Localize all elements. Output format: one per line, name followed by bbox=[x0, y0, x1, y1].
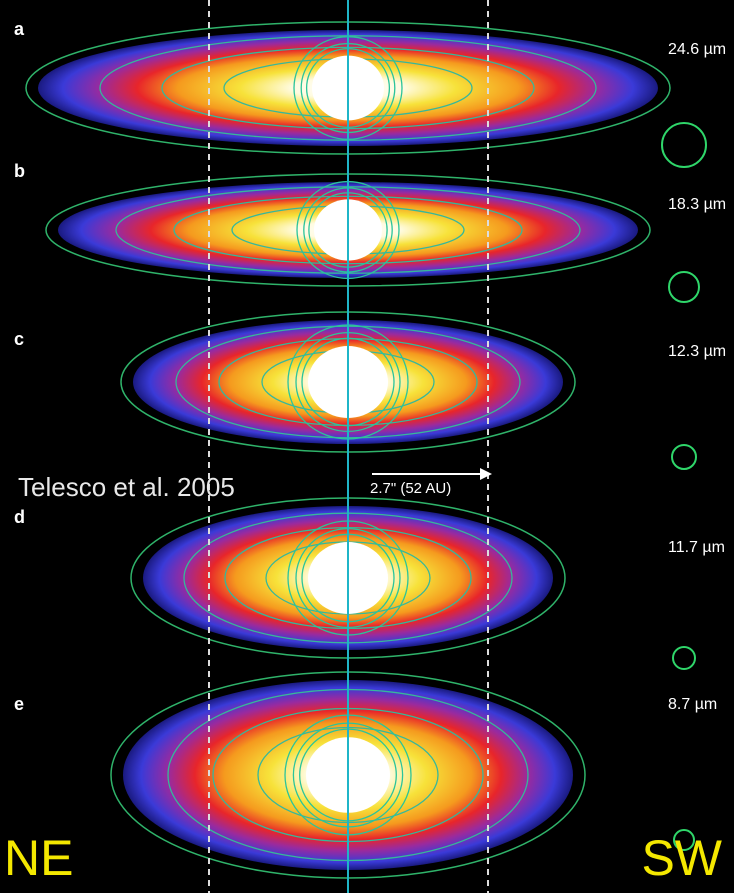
wavelength-label: 11.7 µm bbox=[668, 539, 725, 556]
direction-label: NE bbox=[4, 830, 73, 886]
figure: a24.6 µmb18.3 µmc12.3 µmd11.7 µme8.7 µm … bbox=[0, 0, 734, 893]
panel-letter: e bbox=[14, 694, 24, 714]
panel-letter: c bbox=[14, 329, 24, 349]
wavelength-label: 8.7 µm bbox=[668, 696, 717, 713]
direction-label: SW bbox=[641, 830, 722, 886]
panel-letter: d bbox=[14, 507, 25, 527]
wavelength-label: 24.6 µm bbox=[668, 41, 726, 58]
panel-letter: b bbox=[14, 161, 25, 181]
wavelength-label: 18.3 µm bbox=[668, 196, 726, 213]
citation: Telesco et al. 2005 bbox=[18, 472, 235, 502]
scale-label: 2.7" (52 AU) bbox=[370, 480, 451, 497]
panel-letter: a bbox=[14, 19, 25, 39]
wavelength-label: 12.3 µm bbox=[668, 343, 726, 360]
